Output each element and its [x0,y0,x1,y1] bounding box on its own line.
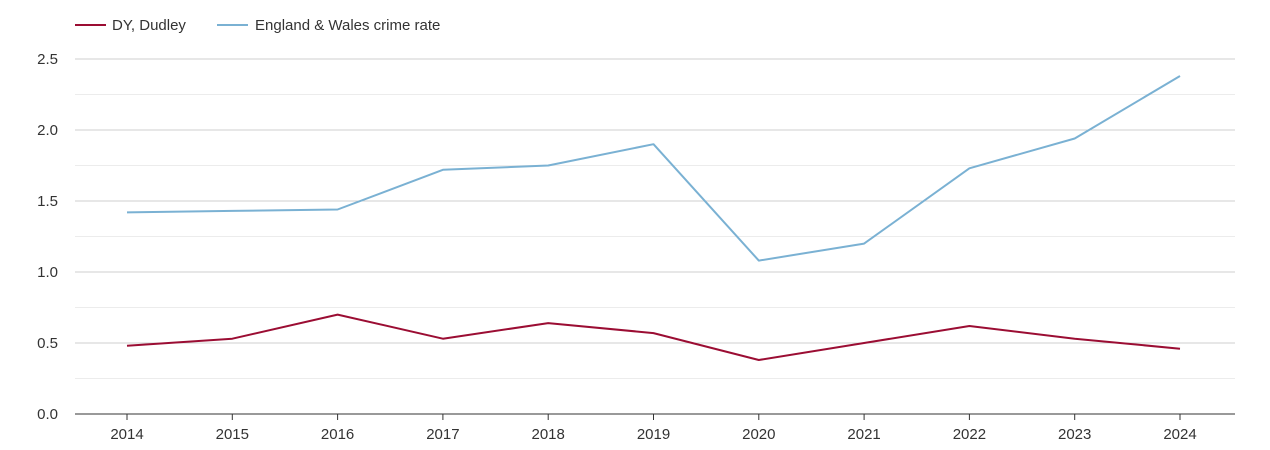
data-point-dudley[interactable] [542,317,554,329]
x-tick-label: 2023 [1058,426,1091,443]
y-tick-label: 1.5 [37,193,58,210]
y-axis: 0.0 0.5 1.0 1.5 2.0 2.5 [37,51,58,423]
series-layer [121,70,1186,366]
x-tick-label: 2018 [532,426,565,443]
x-tick-label: 2017 [426,426,459,443]
data-point-england-wales[interactable] [1069,133,1081,145]
data-point-england-wales[interactable] [542,160,554,172]
data-point-dudley[interactable] [1069,333,1081,345]
legend-item-england-wales[interactable]: England & Wales crime rate [217,17,440,34]
data-point-dudley[interactable] [858,337,870,349]
y-tick-label: 2.5 [37,51,58,68]
data-point-england-wales[interactable] [437,164,449,176]
y-tick-label: 0.5 [37,335,58,352]
data-point-england-wales[interactable] [963,162,975,174]
x-tick-label: 2024 [1163,426,1196,443]
legend-item-dudley[interactable]: DY, Dudley [75,17,186,34]
data-point-dudley[interactable] [753,354,765,366]
data-point-england-wales[interactable] [753,255,765,267]
data-point-dudley[interactable] [1174,343,1186,355]
data-point-dudley[interactable] [648,327,660,339]
x-tick-label: 2015 [216,426,249,443]
data-point-dudley[interactable] [121,340,133,352]
data-point-dudley[interactable] [332,309,344,321]
x-tick-label: 2016 [321,426,354,443]
x-tick-label: 2014 [110,426,143,443]
data-point-dudley[interactable] [226,333,238,345]
data-point-england-wales[interactable] [226,205,238,217]
series-line-dudley[interactable] [126,313,1181,361]
y-tick-label: 0.0 [37,406,58,423]
x-tick-label: 2020 [742,426,775,443]
data-point-dudley[interactable] [963,320,975,332]
x-tick-label: 2021 [847,426,880,443]
grid [75,58,1235,415]
data-point-dudley[interactable] [437,333,449,345]
series-line-england-wales[interactable] [126,75,1181,262]
data-point-england-wales[interactable] [1174,70,1186,82]
x-tick-label: 2022 [953,426,986,443]
y-tick-label: 1.0 [37,264,58,281]
data-point-england-wales[interactable] [648,138,660,150]
legend: DY, Dudley England & Wales crime rate [75,17,440,34]
data-point-england-wales[interactable] [332,204,344,216]
x-axis: 2014 2015 2016 2017 2018 2019 2020 2021 2022 2023… [110,414,1197,443]
y-tick-label: 2.0 [37,122,58,139]
legend-label-dudley: DY, Dudley [112,17,186,34]
data-point-england-wales[interactable] [858,238,870,250]
data-point-england-wales[interactable] [121,206,133,218]
x-tick-label: 2019 [637,426,670,443]
legend-label-england-wales: England & Wales crime rate [255,17,440,34]
